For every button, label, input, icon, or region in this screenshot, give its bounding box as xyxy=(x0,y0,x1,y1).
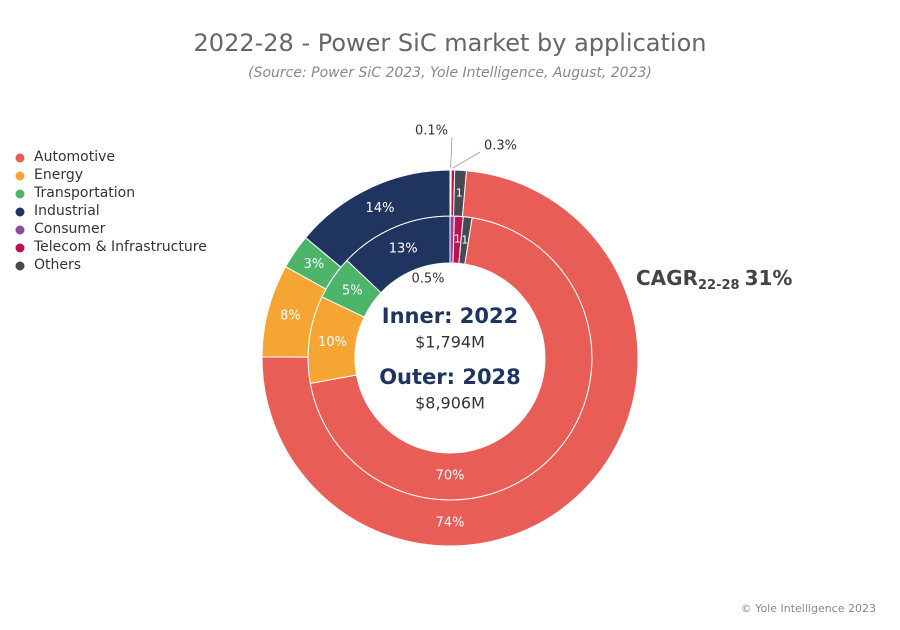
value-label: 70% xyxy=(436,469,465,484)
legend-marker xyxy=(15,225,25,235)
legend-label: Transportation xyxy=(33,185,135,201)
footer: © Yole Intelligence 2023 xyxy=(741,602,876,615)
value-label: 1 xyxy=(461,233,468,246)
slice xyxy=(453,169,467,218)
slice xyxy=(261,170,639,547)
legend-label: Industrial xyxy=(34,203,100,219)
annotation-text: CAGR xyxy=(636,266,698,290)
value-label: 1 xyxy=(454,233,461,246)
legend-marker xyxy=(15,243,25,253)
legend-label: Consumer xyxy=(34,221,106,237)
legend-label: Energy xyxy=(34,167,83,183)
legend-marker xyxy=(15,171,25,181)
legend-marker xyxy=(15,207,25,217)
value-label: 74% xyxy=(436,516,465,531)
inner-total: $1,794M xyxy=(415,333,485,352)
legend-label: Telecom & Infrastructure xyxy=(33,239,207,255)
value-label: 0.5% xyxy=(411,272,444,287)
value-label: 8% xyxy=(280,309,301,324)
chart-title: 2022-28 - Power SiC market by applicatio… xyxy=(194,29,707,57)
legend-marker xyxy=(15,189,25,199)
outer-label: Outer: 2028 xyxy=(379,365,521,389)
value-label: 5% xyxy=(342,283,363,298)
annotation-subscript: 22-28 xyxy=(698,278,740,293)
value-label: 1 xyxy=(456,186,463,199)
legend-marker xyxy=(15,261,25,271)
leader-line xyxy=(450,136,453,169)
outer-total: $8,906M xyxy=(415,394,485,413)
legend-marker xyxy=(15,153,25,163)
inner-label: Inner: 2022 xyxy=(382,304,518,328)
legend-label: Automotive xyxy=(34,149,115,165)
annotation: CAGR22-28 31% xyxy=(636,266,792,293)
value-label: 0.1% xyxy=(415,124,448,139)
chart-subtitle: (Source: Power SiC 2023, Yole Intelligen… xyxy=(248,65,652,81)
value-label: 10% xyxy=(318,335,347,350)
leader-line xyxy=(452,151,481,169)
value-label: 0.3% xyxy=(484,139,517,154)
legend-label: Others xyxy=(34,257,81,273)
value-label: 13% xyxy=(389,242,418,257)
annotation-value: 31% xyxy=(745,266,793,290)
value-label: 3% xyxy=(304,257,325,272)
value-label: 14% xyxy=(366,201,395,216)
